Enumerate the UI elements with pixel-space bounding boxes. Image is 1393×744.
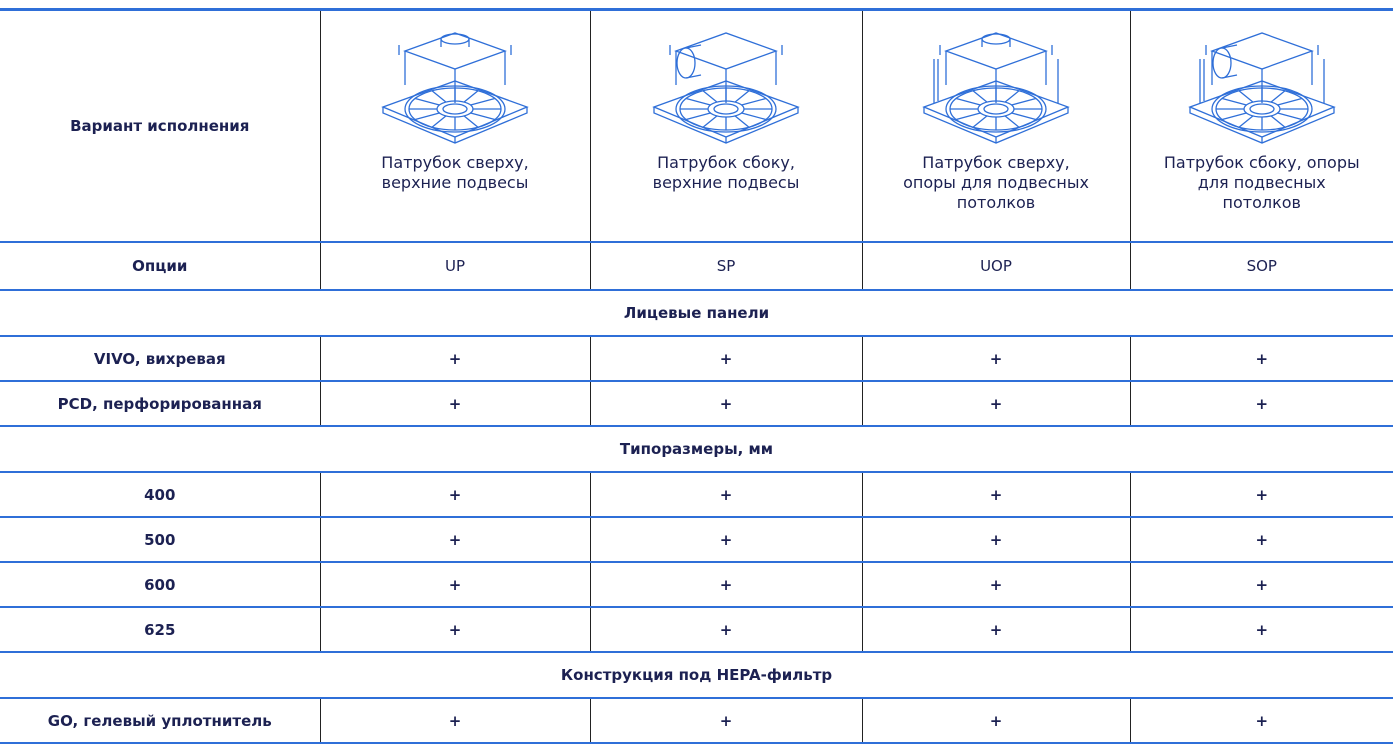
option-code: SOP bbox=[1129, 242, 1393, 291]
cell: + bbox=[589, 336, 862, 382]
row-label: VIVO, вихревая bbox=[0, 336, 320, 382]
cell: + bbox=[589, 517, 862, 563]
section-row: Типоразмеры, мм bbox=[0, 426, 1393, 473]
option-code: UOP bbox=[861, 242, 1130, 291]
cell: + bbox=[319, 336, 590, 382]
cell: + bbox=[861, 562, 1130, 608]
unit-icon bbox=[916, 19, 1076, 149]
table-row: PCD, перфорированная + + + + bbox=[0, 381, 1393, 427]
row-label: 600 bbox=[0, 562, 320, 608]
variant-cell: Патрубок сбоку, верхние подвесы bbox=[589, 9, 862, 243]
options-row: Опции UP SP UOP SOP bbox=[0, 242, 1393, 291]
cell: + bbox=[861, 607, 1130, 653]
table-row: 625 + + + + bbox=[0, 607, 1393, 653]
variant-cell: Патрубок сбоку, опоры для подвесных пото… bbox=[1129, 9, 1393, 243]
cell: + bbox=[861, 698, 1130, 744]
variant-label: Патрубок сверху, верхние подвесы bbox=[381, 153, 529, 192]
cell: + bbox=[589, 562, 862, 608]
section-row: Конструкция под HEPA-фильтр bbox=[0, 652, 1393, 699]
section-title: Конструкция под HEPA-фильтр bbox=[0, 652, 1393, 699]
cell: + bbox=[1129, 336, 1393, 382]
cell: + bbox=[319, 472, 590, 518]
cell: + bbox=[319, 562, 590, 608]
cell: + bbox=[319, 381, 590, 427]
variant-label: Патрубок сбоку, опоры для подвесных пото… bbox=[1163, 153, 1360, 212]
option-code: UP bbox=[319, 242, 590, 291]
unit-icon bbox=[1182, 19, 1342, 149]
cell: + bbox=[1129, 562, 1393, 608]
table-row: 500 + + + + bbox=[0, 517, 1393, 563]
cell: + bbox=[861, 336, 1130, 382]
cell: + bbox=[589, 381, 862, 427]
variant-label: Патрубок сбоку, верхние подвесы bbox=[652, 153, 800, 192]
cell: + bbox=[1129, 472, 1393, 518]
cell: + bbox=[1129, 517, 1393, 563]
row-label: Опции bbox=[0, 242, 320, 291]
cell: + bbox=[319, 607, 590, 653]
cell: + bbox=[589, 698, 862, 744]
variant-cell: Патрубок сверху, верхние подвесы bbox=[319, 9, 590, 243]
cell: + bbox=[319, 517, 590, 563]
cell: + bbox=[1129, 607, 1393, 653]
table-row: VIVO, вихревая + + + + bbox=[0, 336, 1393, 382]
option-code: SP bbox=[589, 242, 862, 291]
header-row: Вариант исполнения Патрубок сверху, верхн… bbox=[0, 9, 1393, 243]
cell: + bbox=[589, 472, 862, 518]
row-label: PCD, перфорированная bbox=[0, 381, 320, 427]
table-row: GO, гелевый уплотнитель + + + + bbox=[0, 698, 1393, 744]
cell: + bbox=[861, 472, 1130, 518]
comparison-table: Вариант исполнения Патрубок сверху, верхн… bbox=[0, 8, 1393, 744]
table-row: 400 + + + + bbox=[0, 472, 1393, 518]
section-title: Типоразмеры, мм bbox=[0, 426, 1393, 473]
section-title: Лицевые панели bbox=[0, 290, 1393, 337]
cell: + bbox=[861, 517, 1130, 563]
section-row: Лицевые панели bbox=[0, 290, 1393, 337]
unit-icon bbox=[375, 19, 535, 149]
row-label: GO, гелевый уплотнитель bbox=[0, 698, 320, 744]
table-row: 600 + + + + bbox=[0, 562, 1393, 608]
cell: + bbox=[319, 698, 590, 744]
cell: + bbox=[589, 607, 862, 653]
unit-icon bbox=[646, 19, 806, 149]
cell: + bbox=[1129, 698, 1393, 744]
row-label: 625 bbox=[0, 607, 320, 653]
variant-cell: Патрубок сверху, опоры для подвесных пот… bbox=[861, 9, 1130, 243]
row-label: 500 bbox=[0, 517, 320, 563]
cell: + bbox=[1129, 381, 1393, 427]
cell: + bbox=[861, 381, 1130, 427]
row-label: 400 bbox=[0, 472, 320, 518]
variant-label: Патрубок сверху, опоры для подвесных пот… bbox=[903, 153, 1089, 212]
row-label: Вариант исполнения bbox=[0, 9, 320, 243]
